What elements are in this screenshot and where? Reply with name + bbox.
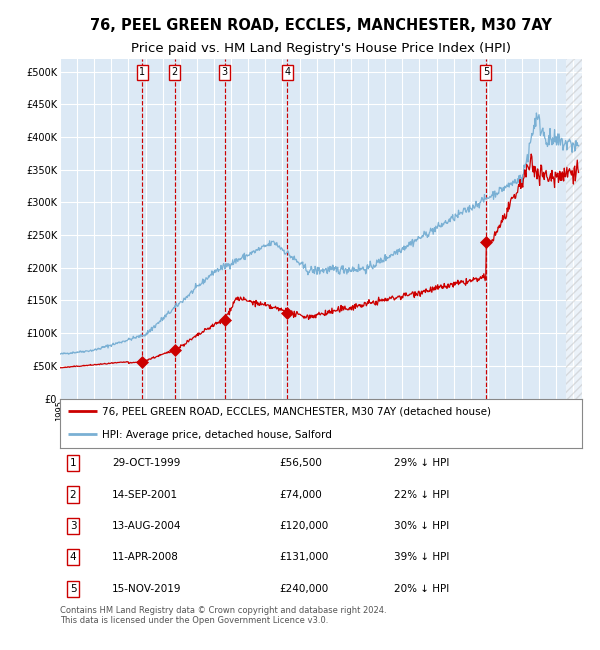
Text: 4: 4 [70,552,76,562]
Text: HPI: Average price, detached house, Salford: HPI: Average price, detached house, Salf… [102,430,332,440]
Text: £131,000: £131,000 [279,552,329,562]
Text: 22% ↓ HPI: 22% ↓ HPI [394,489,449,500]
Text: 2: 2 [172,67,178,77]
Text: 39% ↓ HPI: 39% ↓ HPI [394,552,449,562]
Text: 13-AUG-2004: 13-AUG-2004 [112,521,182,531]
Text: £240,000: £240,000 [279,584,328,593]
Text: 20% ↓ HPI: 20% ↓ HPI [394,584,449,593]
Text: £56,500: £56,500 [279,458,322,468]
Text: 3: 3 [221,67,228,77]
Text: 14-SEP-2001: 14-SEP-2001 [112,489,178,500]
Text: Price paid vs. HM Land Registry's House Price Index (HPI): Price paid vs. HM Land Registry's House … [131,42,511,55]
Text: £120,000: £120,000 [279,521,328,531]
Text: 4: 4 [284,67,290,77]
Text: 29% ↓ HPI: 29% ↓ HPI [394,458,449,468]
Text: 1: 1 [70,458,76,468]
Text: 76, PEEL GREEN ROAD, ECCLES, MANCHESTER, M30 7AY (detached house): 76, PEEL GREEN ROAD, ECCLES, MANCHESTER,… [102,407,491,417]
Text: 11-APR-2008: 11-APR-2008 [112,552,179,562]
Text: 29-OCT-1999: 29-OCT-1999 [112,458,181,468]
Text: Contains HM Land Registry data © Crown copyright and database right 2024.
This d: Contains HM Land Registry data © Crown c… [60,606,386,625]
Text: 1: 1 [139,67,146,77]
Text: 5: 5 [70,584,76,593]
Text: 76, PEEL GREEN ROAD, ECCLES, MANCHESTER, M30 7AY: 76, PEEL GREEN ROAD, ECCLES, MANCHESTER,… [90,18,552,33]
Text: 2: 2 [70,489,76,500]
Text: £74,000: £74,000 [279,489,322,500]
Text: 15-NOV-2019: 15-NOV-2019 [112,584,182,593]
Text: 3: 3 [70,521,76,531]
Text: 30% ↓ HPI: 30% ↓ HPI [394,521,449,531]
Text: 5: 5 [482,67,489,77]
